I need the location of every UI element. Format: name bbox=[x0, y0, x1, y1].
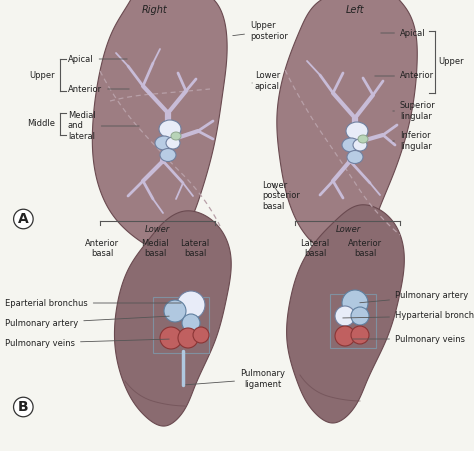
Text: Upper: Upper bbox=[438, 57, 464, 66]
Text: Hyparterial bronchus: Hyparterial bronchus bbox=[343, 312, 474, 321]
Text: Medial
basal: Medial basal bbox=[141, 239, 169, 258]
Text: Lower: Lower bbox=[336, 225, 361, 234]
Polygon shape bbox=[277, 0, 417, 256]
Circle shape bbox=[193, 327, 209, 343]
Ellipse shape bbox=[342, 138, 360, 152]
Circle shape bbox=[335, 306, 355, 326]
Text: Right: Right bbox=[142, 5, 168, 15]
Circle shape bbox=[342, 290, 368, 316]
Text: Anterior
basal: Anterior basal bbox=[85, 239, 119, 258]
Ellipse shape bbox=[171, 132, 181, 140]
Text: A: A bbox=[18, 212, 29, 226]
Circle shape bbox=[164, 300, 186, 322]
Ellipse shape bbox=[358, 135, 368, 143]
Circle shape bbox=[351, 326, 369, 344]
Text: Lower
posterior
basal: Lower posterior basal bbox=[262, 181, 300, 211]
Text: Apical: Apical bbox=[381, 28, 426, 37]
Ellipse shape bbox=[346, 122, 368, 140]
Text: Upper
posterior: Upper posterior bbox=[233, 21, 288, 41]
Text: Left: Left bbox=[346, 5, 365, 15]
Text: Apical: Apical bbox=[68, 55, 127, 64]
Text: Middle: Middle bbox=[27, 120, 55, 129]
Text: Anterior
basal: Anterior basal bbox=[348, 239, 382, 258]
Text: Lower: Lower bbox=[145, 225, 170, 234]
Ellipse shape bbox=[353, 139, 367, 151]
Polygon shape bbox=[92, 0, 227, 249]
Ellipse shape bbox=[155, 136, 173, 150]
Circle shape bbox=[178, 328, 198, 348]
Ellipse shape bbox=[159, 120, 181, 138]
Polygon shape bbox=[287, 205, 404, 423]
Text: Eparterial bronchus: Eparterial bronchus bbox=[5, 299, 181, 308]
Ellipse shape bbox=[347, 151, 363, 164]
Circle shape bbox=[351, 307, 369, 325]
Circle shape bbox=[177, 291, 205, 319]
Polygon shape bbox=[115, 211, 231, 426]
Text: Lateral
basal: Lateral basal bbox=[181, 239, 210, 258]
Text: Anterior: Anterior bbox=[375, 72, 434, 80]
Text: Pulmonary veins: Pulmonary veins bbox=[353, 335, 465, 344]
Text: Upper: Upper bbox=[29, 70, 55, 79]
Ellipse shape bbox=[166, 137, 180, 149]
Text: Inferior
lingular: Inferior lingular bbox=[393, 131, 432, 151]
Text: Medial
and
lateral: Medial and lateral bbox=[68, 111, 139, 141]
Text: Lateral
basal: Lateral basal bbox=[301, 239, 329, 258]
Circle shape bbox=[182, 314, 200, 332]
Circle shape bbox=[160, 327, 182, 349]
Text: Pulmonary artery: Pulmonary artery bbox=[5, 316, 169, 327]
Text: Anterior: Anterior bbox=[68, 84, 129, 93]
Ellipse shape bbox=[160, 148, 176, 161]
Circle shape bbox=[335, 326, 355, 346]
Text: Superior
lingular: Superior lingular bbox=[393, 101, 436, 121]
Text: Pulmonary veins: Pulmonary veins bbox=[5, 339, 169, 348]
Text: Pulmonary artery: Pulmonary artery bbox=[360, 291, 468, 303]
Text: B: B bbox=[18, 400, 28, 414]
Text: Pulmonary
ligament: Pulmonary ligament bbox=[186, 369, 285, 389]
Text: Lower
apical: Lower apical bbox=[252, 71, 280, 91]
